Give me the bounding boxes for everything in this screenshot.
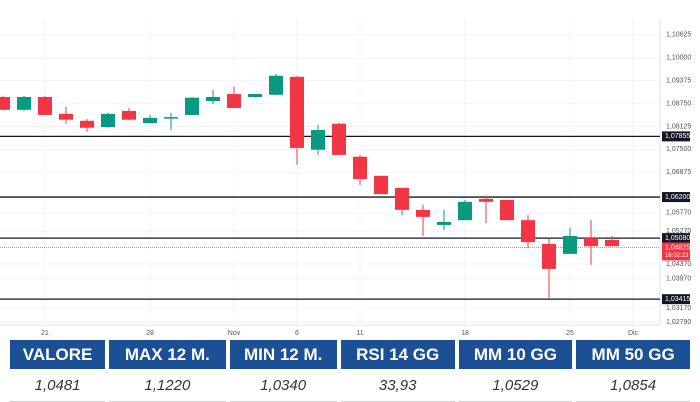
header-cell: RSI 14 GG — [340, 340, 455, 369]
header-cell: MM 50 GG — [576, 340, 690, 369]
candle-body — [395, 187, 409, 210]
x-tick-label: 18 — [461, 330, 469, 337]
y-tick-label: 1,10625 — [666, 32, 691, 39]
x-tick-label: 6 — [295, 330, 299, 337]
level-label: 1,05080 — [665, 235, 690, 242]
value-cell: 1,0854 — [576, 369, 690, 402]
candle-body — [38, 96, 52, 115]
x-tick-label: 11 — [356, 330, 363, 337]
level-label-box — [662, 233, 690, 244]
last-price-label: 1,04825 — [665, 244, 690, 251]
y-tick-label: 1,10000 — [666, 55, 691, 62]
value-cell: 1,0481 — [10, 369, 106, 402]
candle-body — [542, 243, 556, 269]
y-tick-label: 1,02790 — [666, 319, 691, 326]
level-label: 1,06200 — [665, 194, 690, 201]
candle-body — [500, 199, 514, 221]
level-label-box — [662, 131, 690, 142]
level-label-box — [662, 294, 690, 305]
x-tick-label: 25 — [566, 330, 574, 337]
chart: 1,10625 1,10000 1,09375 1,08750 1,08125 1,075… — [0, 20, 691, 337]
candle-body — [185, 97, 199, 115]
y-tick-label: 1,05270 — [666, 228, 691, 235]
candle-body — [458, 201, 472, 221]
candle-body — [479, 198, 493, 202]
x-tick-label: Nov — [228, 330, 241, 337]
header-cell: MM 10 GG — [458, 340, 573, 369]
candle-body — [206, 96, 220, 102]
y-tick-label: 1,07500 — [666, 146, 691, 153]
candle-body — [563, 235, 577, 254]
y-tick-label: 1,08750 — [666, 100, 691, 107]
candle-body — [143, 117, 157, 124]
y-tick-label: 1,06875 — [666, 169, 691, 176]
y-tick-label: 1,05770 — [666, 210, 691, 217]
candle-body — [437, 221, 451, 225]
summary-table: VALORE MAX 12 M. MIN 12 M. RSI 14 GG MM 10 G… — [6, 340, 694, 402]
x-tick-label: 21 — [41, 330, 49, 337]
candle-body — [101, 113, 115, 128]
level-label-box — [662, 192, 690, 203]
header-cell: VALORE — [10, 340, 106, 369]
candle-body — [332, 123, 346, 155]
candle-body — [248, 94, 262, 97]
y-tick-label: 1,09375 — [666, 78, 691, 85]
header-row: VALORE MAX 12 M. MIN 12 M. RSI 14 GG MM 10 G… — [10, 340, 690, 369]
candle-body — [0, 96, 10, 110]
candle-body — [122, 110, 136, 120]
y-tick-label: 1,04370 — [666, 261, 691, 268]
x-tick-label: 28 — [146, 330, 154, 337]
candle-body — [416, 209, 430, 217]
value-cell: 33,93 — [340, 369, 455, 402]
y-tick-label: 1,08125 — [666, 123, 691, 130]
candle-body — [605, 239, 619, 247]
candle-body — [353, 156, 367, 180]
value-cell: 1,1220 — [109, 369, 226, 402]
candle-body — [17, 96, 31, 110]
level-label: 1,03415 — [665, 296, 690, 303]
level-label: 1,07855 — [665, 133, 690, 140]
candle-body — [227, 94, 241, 108]
y-tick-label: 1,03170 — [666, 305, 691, 312]
candle-body — [584, 238, 598, 247]
candle-body — [59, 113, 73, 120]
candle-body — [311, 129, 325, 150]
candle-body — [164, 117, 178, 119]
last-price-time: 16:02:23 — [665, 253, 689, 259]
candle-body — [80, 120, 94, 128]
y-tick-label: 1,03970 — [666, 276, 691, 283]
candle-body — [374, 175, 388, 195]
x-tick-label: Dic — [628, 330, 639, 337]
header-cell: MAX 12 M. — [109, 340, 226, 369]
value-cell: 1,0529 — [458, 369, 573, 402]
value-row: 1,0481 1,1220 1,0340 33,93 1,0529 1,0854 — [10, 369, 690, 402]
candle-body — [269, 75, 283, 95]
candle-body — [521, 220, 535, 243]
header-cell: MIN 12 M. — [229, 340, 337, 369]
value-cell: 1,0340 — [229, 369, 337, 402]
candle-body — [290, 76, 304, 148]
last-price-box — [662, 242, 690, 261]
